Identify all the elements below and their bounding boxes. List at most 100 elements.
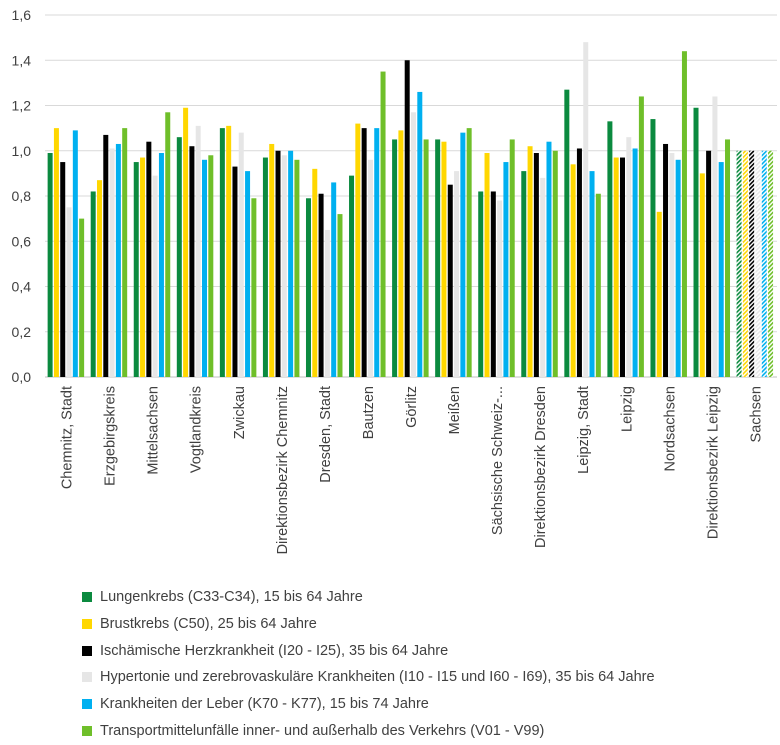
bar (441, 141, 447, 377)
bar (490, 191, 496, 377)
bar (122, 128, 128, 377)
bar (374, 128, 380, 377)
bar (552, 150, 558, 377)
bar (146, 141, 152, 377)
bar (454, 171, 460, 377)
bar (349, 175, 355, 377)
bar (152, 175, 158, 377)
bar (305, 198, 311, 377)
bar (72, 130, 78, 377)
bar (736, 150, 742, 377)
x-tick-label: Dresden, Stadt (318, 386, 334, 483)
bar (533, 153, 539, 377)
legend-item: Lungenkrebs (C33-C34), 15 bis 64 Jahre (82, 584, 655, 611)
y-tick-label: 1,6 (12, 7, 32, 23)
x-tick-label: Direktionsbezirk Dresden (533, 386, 549, 548)
legend-swatch (82, 725, 92, 736)
bar (761, 150, 767, 377)
bar (632, 148, 638, 377)
x-tick-label: Direktionsbezirk Chemnitz (275, 386, 291, 554)
bar (133, 162, 139, 377)
bar (195, 125, 201, 377)
x-tick-label: Bautzen (361, 386, 377, 439)
legend-item: Hypertonie und zerebrovaskuläre Krankhei… (82, 664, 655, 691)
bar (497, 200, 503, 377)
x-tick-label: Direktionsbezirk Leipzig (705, 386, 721, 539)
bar (90, 191, 96, 377)
bar (262, 157, 268, 377)
bar (202, 159, 208, 377)
x-tick-label: Erzgebirgskreis (103, 386, 119, 486)
grouped-bar-chart: 0,0 0,2 0,4 0,6 0,8 1,0 1,2 1,4 1,6 Chemnitz, Sta… (12, 7, 777, 554)
bar (226, 125, 232, 377)
bar (613, 157, 619, 377)
bar (251, 198, 257, 377)
legend-swatch (82, 699, 92, 710)
bar (484, 153, 490, 377)
bar (411, 112, 416, 377)
bar (435, 139, 441, 377)
bar (768, 150, 774, 377)
y-tick-label: 0,6 (12, 233, 32, 249)
bar (398, 130, 404, 377)
legend-item: Brustkrebs (C50), 25 bis 64 Jahre (82, 611, 655, 638)
bar (294, 159, 300, 377)
bar (288, 150, 294, 377)
bar (546, 141, 552, 377)
bar (232, 166, 238, 377)
legend-swatch (82, 645, 92, 656)
bar (712, 96, 718, 377)
y-tick-label: 0,2 (12, 324, 32, 340)
y-tick-label: 1,4 (12, 52, 32, 68)
legend-label: Lungenkrebs (C33-C34), 15 bis 64 Jahre (100, 589, 363, 606)
bar (693, 107, 699, 377)
bar (245, 171, 251, 377)
bar (79, 218, 85, 377)
bar (595, 193, 601, 377)
bar (103, 134, 109, 377)
bar (755, 150, 761, 377)
y-tick-label: 1,0 (12, 143, 32, 159)
bar (564, 89, 570, 377)
bar (706, 150, 712, 377)
bar (355, 123, 361, 377)
bar (324, 229, 330, 377)
bar (361, 128, 367, 377)
legend-label: Ischämische Herzkrankheit (I20 - I25), 3… (100, 642, 449, 659)
bar (109, 148, 115, 377)
y-tick-label: 1,2 (12, 98, 32, 114)
bar (219, 128, 225, 377)
bar (380, 71, 386, 377)
x-tick-label: Nordsachsen (662, 386, 678, 471)
x-tick-label: Mittelsachsen (146, 386, 162, 475)
y-tick-label: 0,4 (12, 279, 32, 295)
x-tick-label: Sachsen (748, 386, 764, 442)
bar (337, 214, 343, 377)
bar (663, 143, 669, 377)
bar (589, 171, 595, 377)
legend-swatch (82, 672, 92, 683)
bar (447, 184, 453, 377)
bar (583, 42, 589, 378)
bar (392, 139, 398, 377)
bar (140, 157, 146, 377)
bar (417, 91, 423, 378)
legend-label: Hypertonie und zerebrovaskuläre Krankhei… (100, 669, 655, 686)
bar (318, 193, 324, 377)
bar (478, 191, 484, 377)
bar (503, 162, 509, 377)
bar (576, 148, 582, 377)
bar (176, 137, 182, 377)
x-tick-label: Leipzig (619, 386, 635, 432)
bar (540, 177, 546, 377)
bar (650, 119, 656, 377)
bar (527, 146, 533, 377)
bar (189, 146, 195, 377)
x-tick-label: Leipzig, Stadt (576, 386, 592, 474)
bar (281, 155, 287, 377)
bar (669, 153, 675, 377)
bar (404, 60, 410, 377)
bar (312, 168, 318, 377)
bar (53, 128, 59, 377)
